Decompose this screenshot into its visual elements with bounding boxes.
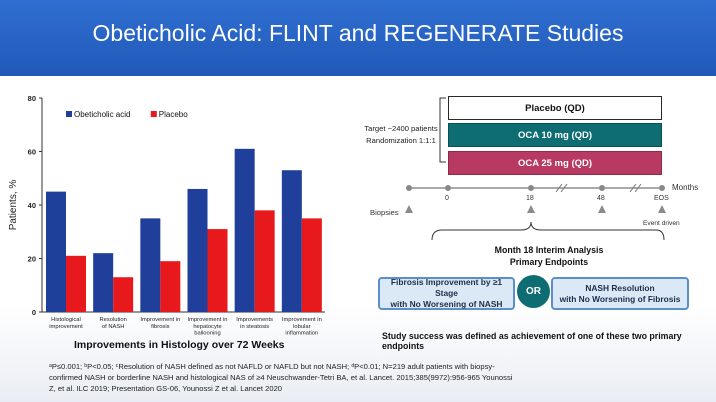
- title-bar: Obeticholic Acid: FLINT and REGENERATE S…: [0, 0, 716, 76]
- target-info: Target ~2400 patients Randomization 1:1:…: [360, 123, 442, 147]
- bar-placebo-4: [254, 210, 275, 312]
- footnote-line-3: Z, et al. ILC 2019; Presentation GS-06, …: [49, 384, 283, 393]
- y-tick-label: 20: [28, 255, 36, 264]
- chart-labels: 0 20 40 60 80 Patients, % Histologicalimprovem…: [8, 94, 322, 337]
- target-patients: Target ~2400 patients: [364, 124, 438, 133]
- x-category-label: Improvement in: [140, 317, 180, 323]
- x-category-label: Improvement in: [282, 317, 322, 323]
- endpoint-fibrosis: Fibrosis Improvement by ≥1 Stage with No…: [378, 277, 515, 310]
- x-category-label: fibrosis: [151, 324, 169, 330]
- bar-oca-4: [234, 148, 255, 312]
- timeline-label-eos: EOS: [654, 195, 669, 202]
- chart-axes: [39, 97, 325, 313]
- interim-analysis: Month 18 Interim Analysis Primary Endpoi…: [430, 244, 668, 268]
- x-category-label: Improvement in: [188, 317, 228, 323]
- arm-oca-25mg: OCA 25 mg (QD): [448, 151, 662, 175]
- biopsies-label: Biopsies: [370, 208, 399, 217]
- x-category-label: lobular: [293, 324, 310, 330]
- x-category-label: Improvements: [236, 317, 273, 323]
- bar-placebo-0: [66, 255, 86, 312]
- y-tick-label: 40: [28, 201, 36, 210]
- bar-oca-1: [93, 253, 114, 312]
- footnote-line-2: confirmed NASH or borderline NASH and hi…: [49, 373, 513, 382]
- months-label: Months: [672, 183, 699, 192]
- interim-title: Month 18 Interim Analysis: [494, 245, 604, 255]
- bar-oca-2: [140, 218, 161, 312]
- x-category-label: Resolution: [99, 317, 126, 323]
- y-tick-label: 0: [32, 308, 36, 317]
- or-badge: OR: [517, 275, 550, 308]
- endpoint-fibrosis-line1: Fibrosis Improvement by ≥1 Stage: [390, 277, 503, 298]
- bar-placebo-5: [301, 218, 322, 312]
- footnote-line-1: ᵃP≤0.001; ᵇP<0.05; ᶜResolution of NASH d…: [49, 362, 495, 371]
- x-category-label: hepatocyte: [193, 324, 221, 330]
- timeline-label-18: 18: [526, 195, 534, 202]
- bar-placebo-2: [160, 261, 181, 312]
- y-axis-label: Patients, %: [8, 180, 19, 231]
- bar-oca-5: [281, 170, 302, 312]
- endpoint-fibrosis-line2: with No Worsening of NASH: [390, 299, 503, 309]
- arm-oca-10mg: OCA 10 mg (QD): [448, 123, 662, 147]
- arm-placebo: Placebo (QD): [448, 96, 662, 120]
- timeline-label-0: 0: [445, 195, 449, 202]
- legend-swatch-oca: [66, 111, 72, 117]
- endpoint-nash: NASH Resolution with No Worsening of Fib…: [551, 277, 689, 310]
- footnote: ᵃP≤0.001; ᵇP<0.05; ᶜResolution of NASH d…: [49, 361, 689, 394]
- y-tick-label: 80: [28, 94, 36, 103]
- x-category-label: improvement: [49, 324, 83, 330]
- bar-oca-3: [187, 188, 208, 312]
- randomization: Randomization 1:1:1: [366, 136, 436, 145]
- y-tick-label: 60: [28, 148, 36, 157]
- endpoint-nash-line1: NASH Resolution: [585, 282, 655, 293]
- x-category-label: Histological: [51, 317, 81, 323]
- bar-placebo-3: [207, 229, 228, 312]
- success-definition: Study success was defined as achievement…: [382, 331, 682, 351]
- chart-bars: [46, 148, 322, 312]
- legend-label-placebo: Placebo: [159, 110, 188, 119]
- chart-legend: Obeticholic acid Placebo: [66, 110, 188, 119]
- slide-title: Obeticholic Acid: FLINT and REGENERATE S…: [92, 20, 624, 46]
- bar-chart: 0 20 40 60 80 Patients, % Histologicalimprovem…: [8, 94, 325, 337]
- legend-swatch-placebo: [150, 111, 157, 117]
- timeline-label-48: 48: [597, 195, 605, 202]
- event-driven-label: Event driven: [643, 220, 680, 227]
- chart-caption: Improvements in Histology over 72 Weeks: [74, 339, 285, 351]
- x-category-label: ballooning: [194, 331, 220, 337]
- bar-oca-0: [46, 191, 66, 312]
- primary-endpoints-label: Primary Endpoints: [509, 257, 589, 267]
- legend-label-oca: Obeticholic acid: [74, 110, 130, 119]
- x-category-label: of NASH: [102, 324, 125, 330]
- endpoint-nash-line2: with No Worsening of Fibrosis: [559, 293, 681, 304]
- x-category-label: in steatosis: [240, 324, 269, 330]
- x-category-label: inflammation: [285, 331, 318, 337]
- bar-placebo-1: [113, 277, 134, 312]
